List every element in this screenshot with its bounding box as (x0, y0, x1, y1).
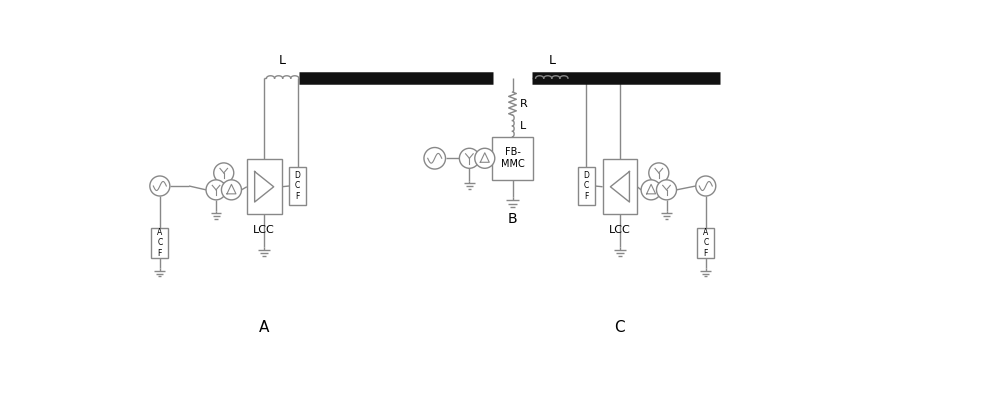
Circle shape (696, 176, 716, 196)
Text: A: A (259, 320, 269, 335)
Bar (492, 137, 533, 180)
Text: L: L (548, 54, 555, 67)
Text: L: L (279, 54, 286, 67)
Text: C: C (615, 320, 625, 335)
Bar (603, 159, 637, 214)
Text: A
C
F: A C F (703, 228, 708, 258)
Text: FB-
MMC: FB- MMC (501, 147, 524, 169)
Circle shape (656, 180, 677, 200)
Circle shape (641, 180, 661, 200)
Bar (247, 159, 282, 214)
Circle shape (214, 163, 234, 183)
Circle shape (150, 176, 170, 196)
Text: D
C
F: D C F (583, 171, 589, 201)
Text: LCC: LCC (253, 225, 275, 235)
Circle shape (475, 148, 495, 168)
Text: B: B (508, 212, 517, 226)
Text: L: L (520, 121, 526, 131)
Circle shape (459, 148, 479, 168)
Bar (151, 228, 168, 258)
Bar (578, 167, 595, 205)
Bar (697, 228, 714, 258)
Bar (289, 167, 306, 205)
Circle shape (649, 163, 669, 183)
Circle shape (424, 147, 446, 169)
Text: A
C
F: A C F (157, 228, 162, 258)
Text: D
C
F: D C F (295, 171, 301, 201)
Text: R: R (520, 99, 528, 109)
Circle shape (221, 180, 241, 200)
Circle shape (206, 180, 226, 200)
Text: LCC: LCC (609, 225, 631, 235)
